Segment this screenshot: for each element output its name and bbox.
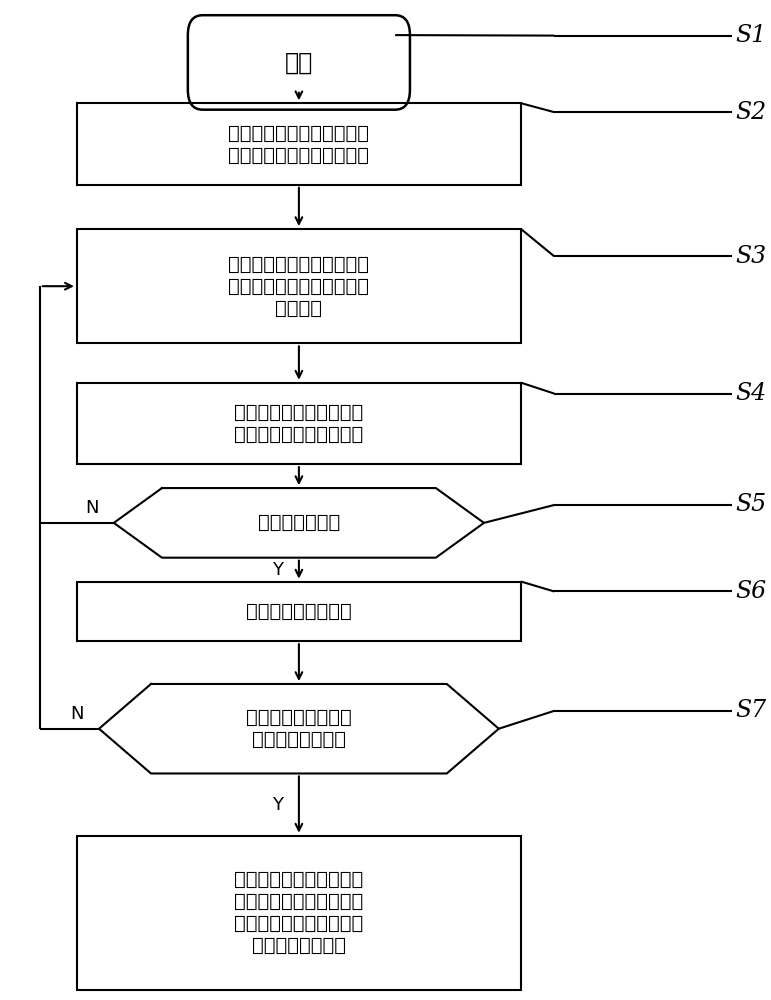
- Text: Y: Y: [271, 561, 283, 579]
- Text: 控制芯片预先向多个电加热
器驱动电路输出电加热信号: 控制芯片预先向多个电加热 器驱动电路输出电加热信号: [228, 123, 369, 164]
- Text: 启动控制器的升压变压器
驱动电路、振打电机驱动
电路、多路传感器、多路
通信接口控制程序: 启动控制器的升压变压器 驱动电路、振打电机驱动 电路、多路传感器、多路 通信接口…: [234, 870, 363, 955]
- Text: 开始: 开始: [284, 50, 313, 74]
- Bar: [77, 229, 521, 343]
- Text: 是否达到预定値: 是否达到预定値: [258, 513, 340, 532]
- Text: S4: S4: [736, 382, 767, 405]
- Text: N: N: [85, 499, 99, 517]
- Bar: [77, 836, 521, 990]
- Text: S6: S6: [736, 580, 767, 603]
- Text: S7: S7: [736, 699, 767, 722]
- Bar: [77, 383, 521, 464]
- Text: N: N: [70, 705, 83, 723]
- Bar: [77, 103, 521, 185]
- Text: S3: S3: [736, 245, 767, 268]
- Text: S5: S5: [736, 493, 767, 516]
- Text: 控制芯片通过多个电加热器
温度传感器采集电加热器的
温度信号: 控制芯片通过多个电加热器 温度传感器采集电加热器的 温度信号: [228, 255, 369, 318]
- Text: 控制芯片将任一温度信号
与预先设定的値进行比较: 控制芯片将任一温度信号 与预先设定的値进行比较: [234, 403, 363, 444]
- Text: 启动恒温控制器程序: 启动恒温控制器程序: [246, 602, 352, 621]
- Bar: [77, 582, 521, 641]
- Text: 所有的电加热器是否
进入恒温控制程序: 所有的电加热器是否 进入恒温控制程序: [246, 708, 352, 749]
- Text: Y: Y: [271, 796, 283, 814]
- Text: S2: S2: [736, 101, 767, 124]
- Text: S1: S1: [736, 24, 767, 47]
